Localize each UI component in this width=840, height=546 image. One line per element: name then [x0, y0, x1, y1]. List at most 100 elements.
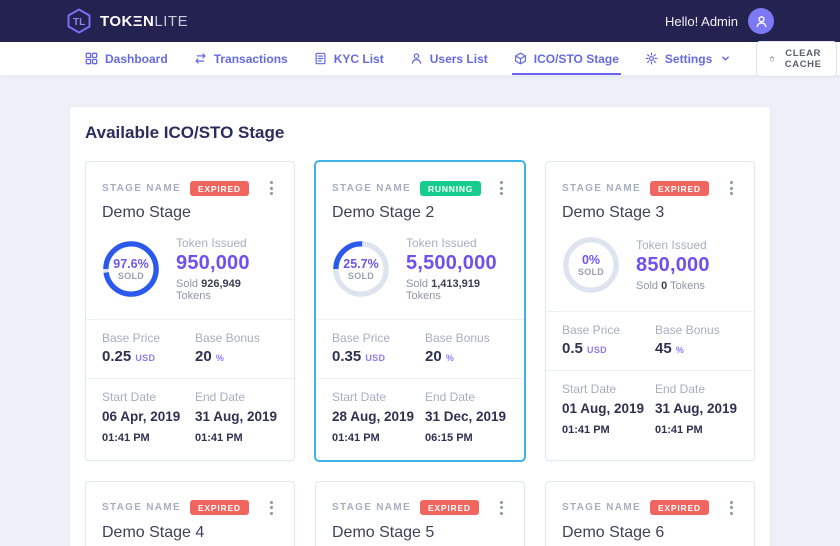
- tab-transactions[interactable]: Transactions: [194, 42, 288, 75]
- base-price-label: Base Price: [102, 331, 161, 345]
- tab-settings[interactable]: Settings: [645, 42, 730, 75]
- sold-caption: SOLD: [347, 271, 375, 282]
- bonus-unit: %: [445, 353, 455, 363]
- sold-tokens-line: Sold 0 Tokens: [636, 280, 705, 292]
- start-date-label: Start Date: [332, 390, 387, 404]
- base-bonus-value: 20 %: [195, 348, 225, 365]
- end-date-label: End Date: [655, 382, 706, 396]
- stage-name-label: STAGE NAME: [332, 502, 411, 513]
- sold-tokens-value: 1,413,919: [431, 278, 481, 290]
- status-badge: RUNNING: [419, 180, 482, 196]
- topbar: TL TOKΞNLITE Hello! Admin: [0, 0, 840, 42]
- tab-label: KYC List: [333, 51, 384, 66]
- kebab-menu-icon[interactable]: [265, 178, 278, 198]
- document-list-icon: [315, 52, 326, 65]
- tab-label: Users List: [429, 51, 488, 66]
- end-date-label: End Date: [425, 390, 476, 404]
- svg-text:TL: TL: [73, 17, 85, 28]
- stage-title: Demo Stage 3: [562, 204, 665, 221]
- stage-card: STAGE NAME EXPIRED Demo Stage 97.6% SOLD: [85, 161, 295, 461]
- price-unit: USD: [135, 353, 156, 363]
- sold-progress-ring: 97.6% SOLD: [102, 240, 160, 298]
- base-price-value: 0.5 USD: [562, 340, 607, 357]
- tab-users-list[interactable]: Users List: [410, 42, 488, 75]
- stage-title: Demo Stage: [102, 204, 191, 221]
- sold-tokens-line: Sold 926,949 Tokens: [176, 278, 241, 302]
- percent-sold-value: 0%: [581, 252, 601, 267]
- sold-progress-ring: 25.7% SOLD: [332, 240, 390, 298]
- hexagon-logo-icon: TL: [67, 8, 91, 34]
- status-badge: EXPIRED: [189, 500, 249, 515]
- main-nav: Dashboard Transactions KYC List Users Li…: [0, 40, 840, 77]
- stage-name-label: STAGE NAME: [562, 182, 641, 194]
- stage-name-label: STAGE NAME: [562, 502, 641, 513]
- base-price-label: Base Price: [562, 323, 621, 337]
- status-badge: EXPIRED: [419, 500, 479, 515]
- status-badge: EXPIRED: [649, 500, 709, 515]
- percent-sold-value: 97.6%: [113, 256, 149, 271]
- start-date-value: 06 Apr, 2019 01:41 PM: [102, 409, 181, 444]
- greeting-text: Hello! Admin: [665, 13, 738, 29]
- tab-dashboard[interactable]: Dashboard: [85, 42, 168, 75]
- tab-label: Transactions: [213, 51, 288, 66]
- tab-kyc-list[interactable]: KYC List: [314, 42, 384, 75]
- stage-card: STAGE NAME RUNNING Demo Stage 2 25.7% SO…: [315, 161, 525, 461]
- chevron-down-icon: [722, 56, 730, 61]
- kebab-menu-icon[interactable]: [265, 498, 278, 518]
- end-date-value: 31 Dec, 2019 06:15 PM: [425, 409, 507, 444]
- token-issued-label: Token Issued: [636, 238, 707, 252]
- brand-name: TOKΞNLITE: [100, 12, 189, 30]
- kebab-menu-icon[interactable]: [725, 178, 738, 198]
- start-date-value: 01 Aug, 2019 01:41 PM: [562, 401, 645, 436]
- base-bonus-label: Base Bonus: [195, 331, 260, 345]
- grid-icon: [85, 52, 98, 65]
- base-bonus-value: 45 %: [655, 340, 685, 357]
- trash-icon: [770, 56, 775, 62]
- avatar[interactable]: [748, 8, 774, 34]
- kebab-menu-icon[interactable]: [495, 178, 508, 198]
- stage-title: Demo Stage 2: [332, 204, 435, 221]
- status-badge: EXPIRED: [649, 180, 709, 196]
- sold-tokens-value: 0: [661, 280, 668, 292]
- stage-card: STAGE NAME EXPIRED Demo Stage 5 0% SOLD: [315, 480, 525, 546]
- sold-tokens-line: Sold 1,413,919 Tokens: [406, 278, 481, 302]
- token-issued-value: 5,500,000: [406, 252, 497, 274]
- status-badge: EXPIRED: [189, 180, 249, 196]
- user-icon: [411, 53, 421, 64]
- brand-logo[interactable]: TL TOKΞNLITE: [66, 8, 188, 34]
- sold-tokens-value: 926,949: [201, 278, 241, 290]
- ring-progress: [103, 241, 159, 297]
- tab-label: ICO/STO Stage: [533, 51, 619, 66]
- start-date-label: Start Date: [562, 382, 617, 396]
- cube-icon: [514, 52, 526, 65]
- content-panel: Available ICO/STO Stage STAGE NAME EXPIR…: [70, 107, 770, 546]
- base-bonus-value: 20 %: [425, 348, 455, 365]
- clear-cache-button[interactable]: CLEAR CACHE: [756, 40, 838, 77]
- base-price-value: 0.35 USD: [332, 348, 386, 365]
- stage-name-label: STAGE NAME: [102, 502, 181, 513]
- tab-label: Settings: [664, 51, 713, 66]
- tab-label: Dashboard: [105, 51, 168, 66]
- base-price-value: 0.25 USD: [102, 348, 156, 365]
- base-bonus-label: Base Bonus: [655, 323, 720, 337]
- percent-sold-value: 25.7%: [343, 256, 379, 271]
- stage-title: Demo Stage 6: [562, 523, 665, 541]
- clear-cache-label: CLEAR CACHE: [784, 47, 822, 70]
- price-unit: USD: [365, 353, 386, 363]
- ring-progress: [333, 241, 389, 297]
- stage-title: Demo Stage 4: [102, 523, 205, 541]
- bonus-unit: %: [675, 345, 685, 355]
- stage-card: STAGE NAME EXPIRED Demo Stage 4 0% SOLD: [85, 480, 295, 546]
- end-date-value: 31 Aug, 2019 01:41 PM: [655, 401, 738, 436]
- page-title: Available ICO/STO Stage: [85, 123, 285, 142]
- start-date-value: 28 Aug, 2019 01:41 PM: [332, 409, 415, 444]
- stage-title: Demo Stage 5: [332, 523, 435, 541]
- stage-name-label: STAGE NAME: [332, 182, 411, 194]
- token-issued-label: Token Issued: [406, 236, 477, 250]
- stage-card: STAGE NAME EXPIRED Demo Stage 6 0% SOLD: [545, 480, 755, 546]
- kebab-menu-icon[interactable]: [725, 498, 738, 518]
- tab-ico-sto-stage[interactable]: ICO/STO Stage: [511, 42, 622, 75]
- stage-name-label: STAGE NAME: [102, 182, 181, 194]
- kebab-menu-icon[interactable]: [495, 498, 508, 518]
- bonus-unit: %: [215, 353, 225, 363]
